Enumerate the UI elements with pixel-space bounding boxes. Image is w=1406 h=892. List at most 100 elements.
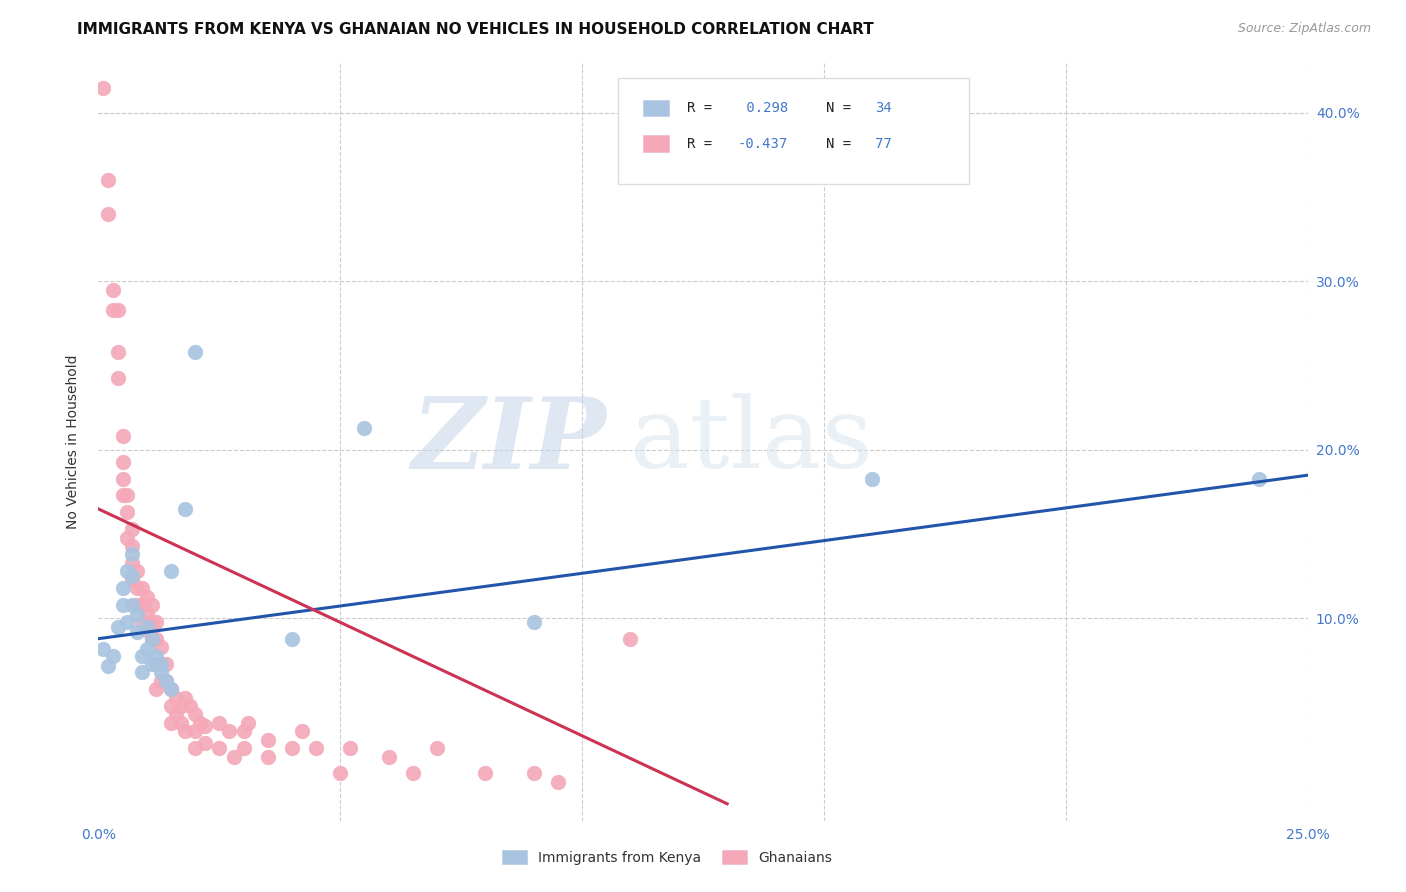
Point <box>121 539 143 553</box>
Point <box>131 598 153 612</box>
Point <box>145 632 167 646</box>
Point <box>145 657 167 671</box>
FancyBboxPatch shape <box>643 100 669 116</box>
Point <box>160 564 183 578</box>
FancyBboxPatch shape <box>619 78 969 184</box>
Point <box>141 598 163 612</box>
Point <box>127 608 149 623</box>
Point <box>111 429 134 443</box>
Point <box>127 624 149 639</box>
Y-axis label: No Vehicles in Household: No Vehicles in Household <box>66 354 80 529</box>
Text: ZIP: ZIP <box>412 393 606 490</box>
Point <box>256 732 278 747</box>
Point <box>281 741 304 756</box>
Point <box>131 665 153 680</box>
Text: N =: N = <box>827 136 860 151</box>
Point <box>174 690 197 705</box>
Point <box>145 648 167 663</box>
Point <box>117 488 139 502</box>
Point <box>160 682 183 697</box>
Point <box>141 615 163 629</box>
Point <box>135 624 157 638</box>
Point <box>121 548 143 562</box>
Text: N =: N = <box>827 101 860 115</box>
Point <box>426 741 449 756</box>
Point <box>101 303 124 318</box>
Point <box>474 766 496 780</box>
Point <box>150 657 173 671</box>
Point <box>523 615 546 629</box>
Point <box>121 569 143 583</box>
Text: -0.437: -0.437 <box>738 136 789 151</box>
Point <box>377 749 399 764</box>
Point <box>150 657 173 671</box>
Point <box>107 370 129 384</box>
Point <box>91 80 114 95</box>
Point <box>97 658 120 673</box>
Point <box>194 736 217 750</box>
Point <box>97 173 120 187</box>
Point <box>111 581 134 595</box>
Point <box>160 699 183 714</box>
Point <box>111 598 134 612</box>
Point <box>1249 472 1271 486</box>
Point <box>155 673 177 688</box>
Point <box>117 531 139 545</box>
Point <box>127 564 149 578</box>
Point <box>121 556 143 570</box>
Point <box>121 573 143 587</box>
Point <box>150 640 173 654</box>
Point <box>179 699 201 714</box>
Point <box>208 715 231 730</box>
Point <box>353 421 375 435</box>
Point <box>339 741 361 756</box>
Point <box>184 724 207 739</box>
Point <box>256 749 278 764</box>
Point <box>188 715 211 730</box>
Point <box>169 699 191 714</box>
Point <box>155 657 177 671</box>
Point <box>117 615 139 629</box>
Point <box>131 615 153 629</box>
Point <box>121 598 143 612</box>
Point <box>141 632 163 646</box>
Point <box>208 741 231 756</box>
Point <box>174 502 197 516</box>
Point <box>160 682 183 697</box>
Point <box>218 724 240 739</box>
Text: IMMIGRANTS FROM KENYA VS GHANAIAN NO VEHICLES IN HOUSEHOLD CORRELATION CHART: IMMIGRANTS FROM KENYA VS GHANAIAN NO VEH… <box>77 22 875 37</box>
Point <box>111 488 134 502</box>
Point <box>135 590 157 604</box>
Point <box>165 690 187 705</box>
Point <box>107 620 129 634</box>
Point <box>160 715 183 730</box>
Point <box>222 749 245 764</box>
Point <box>150 673 173 688</box>
Text: Source: ZipAtlas.com: Source: ZipAtlas.com <box>1237 22 1371 36</box>
Point <box>619 632 641 646</box>
Point <box>97 207 120 221</box>
Point <box>121 522 143 536</box>
Point <box>523 766 546 780</box>
Point <box>135 641 157 656</box>
Point <box>169 715 191 730</box>
Point <box>117 564 139 578</box>
Point <box>238 715 260 730</box>
Point <box>402 766 425 780</box>
Point <box>145 682 167 697</box>
Point <box>232 724 254 739</box>
Point <box>111 455 134 469</box>
Point <box>547 775 569 789</box>
Legend: Immigrants from Kenya, Ghanaians: Immigrants from Kenya, Ghanaians <box>496 845 838 871</box>
Point <box>194 719 217 733</box>
Point <box>329 766 352 780</box>
Point <box>165 707 187 722</box>
Text: 34: 34 <box>875 101 891 115</box>
Point <box>155 673 177 688</box>
Point <box>281 632 304 646</box>
Point <box>111 472 134 486</box>
Point <box>131 581 153 595</box>
Point <box>101 648 124 663</box>
Point <box>290 724 312 739</box>
Point <box>141 632 163 646</box>
